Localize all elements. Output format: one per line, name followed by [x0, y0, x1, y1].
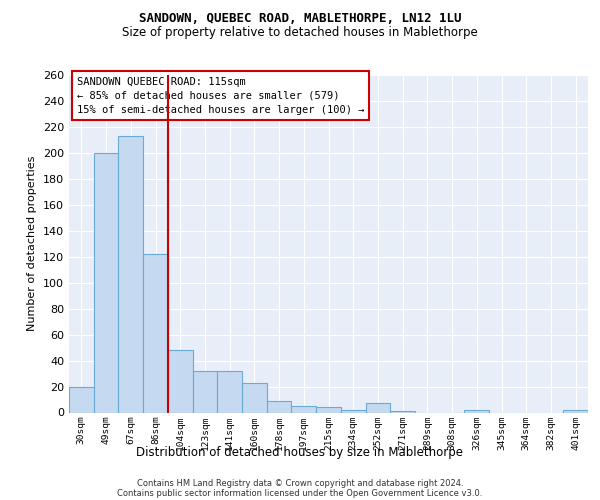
Y-axis label: Number of detached properties: Number of detached properties	[28, 156, 37, 332]
Text: Contains public sector information licensed under the Open Government Licence v3: Contains public sector information licen…	[118, 489, 482, 498]
Text: Contains HM Land Registry data © Crown copyright and database right 2024.: Contains HM Land Registry data © Crown c…	[137, 479, 463, 488]
Bar	[242, 382, 267, 412]
Bar	[365, 404, 390, 412]
Text: Distribution of detached houses by size in Mablethorpe: Distribution of detached houses by size …	[137, 446, 464, 459]
Bar	[267, 401, 292, 412]
Bar	[118, 136, 143, 412]
Text: SANDOWN QUEBEC ROAD: 115sqm
← 85% of detached houses are smaller (579)
15% of se: SANDOWN QUEBEC ROAD: 115sqm ← 85% of det…	[77, 76, 364, 114]
Bar	[94, 153, 118, 412]
Bar	[69, 386, 94, 412]
Text: Size of property relative to detached houses in Mablethorpe: Size of property relative to detached ho…	[122, 26, 478, 39]
Bar	[563, 410, 588, 412]
Bar	[464, 410, 489, 412]
Bar	[292, 406, 316, 412]
Bar	[341, 410, 365, 412]
Bar	[193, 371, 217, 412]
Bar	[390, 411, 415, 412]
Bar	[143, 254, 168, 412]
Bar	[316, 408, 341, 412]
Bar	[217, 371, 242, 412]
Text: SANDOWN, QUEBEC ROAD, MABLETHORPE, LN12 1LU: SANDOWN, QUEBEC ROAD, MABLETHORPE, LN12 …	[139, 12, 461, 26]
Bar	[168, 350, 193, 412]
